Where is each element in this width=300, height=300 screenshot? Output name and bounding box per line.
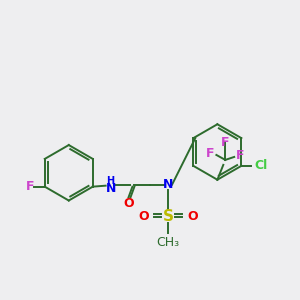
- Text: O: O: [123, 197, 134, 210]
- Text: O: O: [138, 210, 148, 223]
- Text: F: F: [206, 148, 215, 160]
- Text: S: S: [163, 209, 174, 224]
- Text: CH₃: CH₃: [157, 236, 180, 249]
- Text: H: H: [106, 176, 115, 186]
- Text: F: F: [26, 180, 34, 193]
- Text: F: F: [236, 149, 244, 162]
- Text: N: N: [105, 182, 116, 195]
- Text: Cl: Cl: [255, 159, 268, 172]
- Text: O: O: [188, 210, 198, 223]
- Text: N: N: [163, 178, 173, 191]
- Text: F: F: [221, 136, 230, 148]
